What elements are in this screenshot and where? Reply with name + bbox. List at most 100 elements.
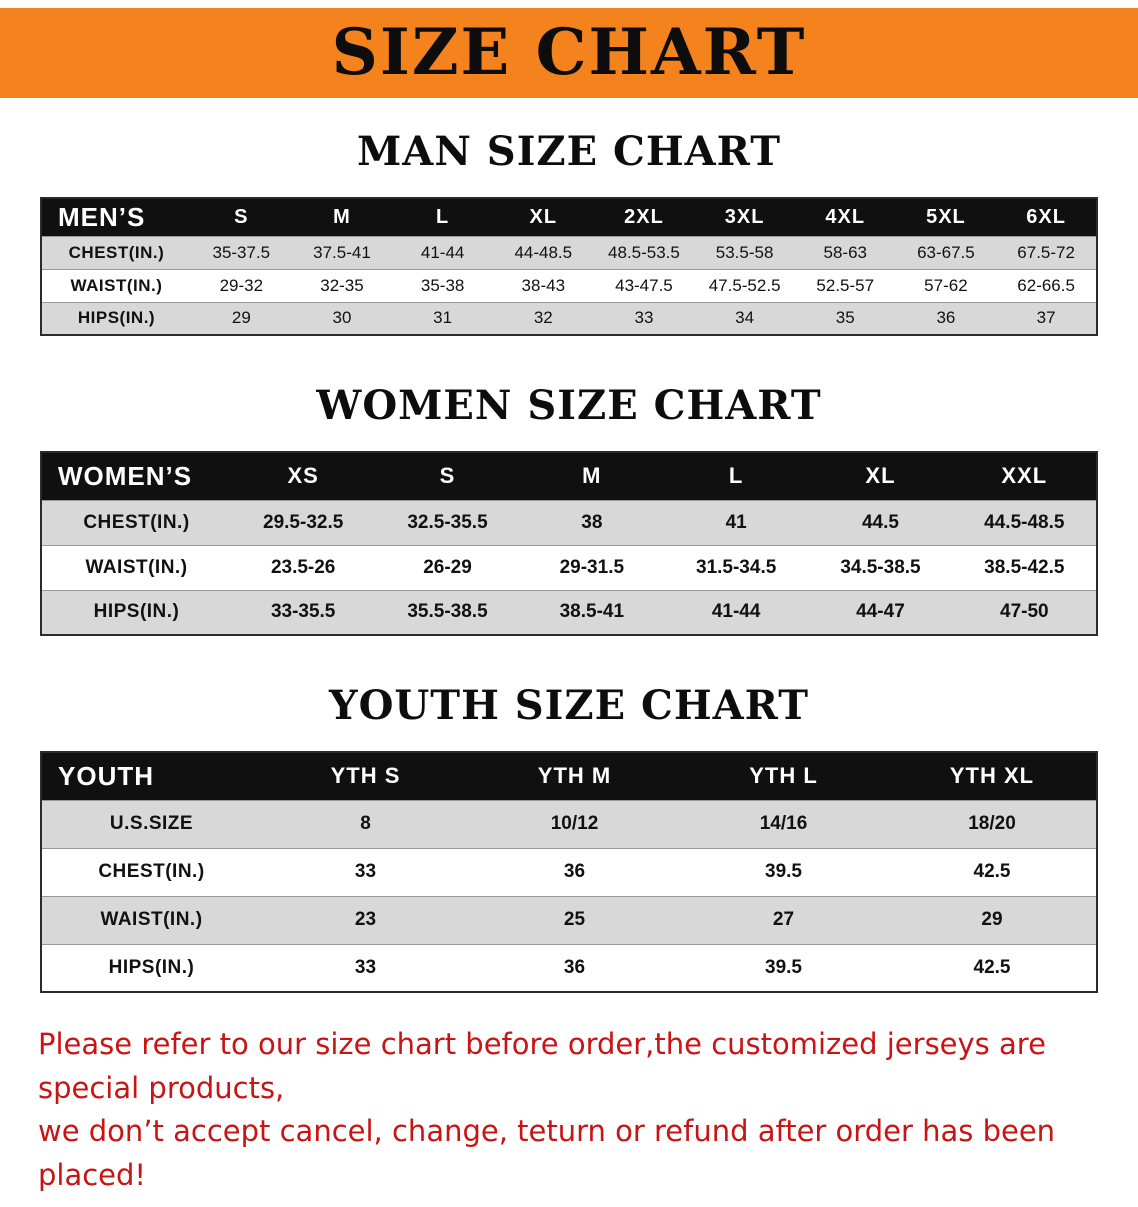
cell: 29-32 <box>191 268 292 302</box>
youth-column-header: YTH L <box>679 752 888 800</box>
men-section-heading: MAN SIZE CHART <box>357 128 781 175</box>
cell: 52.5-57 <box>794 268 896 302</box>
cell: 23 <box>261 895 470 944</box>
cell: 8 <box>261 799 470 848</box>
cell: 14/16 <box>679 799 888 848</box>
cell: 38.5-41 <box>519 589 664 635</box>
cell: 32-35 <box>291 268 393 302</box>
cell: 44.5-48.5 <box>952 499 1097 545</box>
cell: 67.5-72 <box>996 235 1097 269</box>
row-label: HIPS(IN.) <box>41 943 261 992</box>
cell: 35.5-38.5 <box>375 589 520 635</box>
women-column-header: XS <box>231 452 376 500</box>
men-column-header: 2XL <box>593 198 695 236</box>
cell: 53.5-58 <box>694 235 795 269</box>
cell: 23.5-26 <box>231 544 376 590</box>
cell: 34 <box>694 301 795 335</box>
cell: 27 <box>679 895 888 944</box>
youth-column-header: YTH XL <box>888 752 1097 800</box>
cell: 39.5 <box>679 847 888 896</box>
cell: 33 <box>261 943 470 992</box>
men-size-section: MAN SIZE CHART MEN’S S M L XL 2XL 3XL 4XL 5XL 6XL… <box>0 128 1138 336</box>
row-label: HIPS(IN.) <box>41 589 231 635</box>
women-table-row: HIPS(IN.) 33-35.5 35.5-38.5 38.5-41 41-44 44-… <box>41 589 1097 635</box>
cell: 47-50 <box>952 589 1097 635</box>
cell: 57-62 <box>895 268 997 302</box>
cell: 36 <box>895 301 997 335</box>
cell: 44.5 <box>808 499 953 545</box>
cell: 26-29 <box>375 544 520 590</box>
cell: 29-31.5 <box>519 544 664 590</box>
cell: 43-47.5 <box>593 268 695 302</box>
cell: 18/20 <box>888 799 1097 848</box>
youth-table-row: CHEST(IN.) 33 36 39.5 42.5 <box>41 847 1097 896</box>
men-column-header: 3XL <box>694 198 795 236</box>
women-column-header: S <box>375 452 520 500</box>
cell: 38 <box>519 499 664 545</box>
cell: 41-44 <box>663 589 809 635</box>
cell: 32 <box>492 301 594 335</box>
cell: 10/12 <box>470 799 679 848</box>
cell: 33 <box>593 301 695 335</box>
youth-group-label: YOUTH <box>41 752 261 800</box>
cell: 33-35.5 <box>231 589 376 635</box>
men-column-header: 5XL <box>895 198 997 236</box>
women-column-header: M <box>519 452 664 500</box>
cell: 35 <box>794 301 896 335</box>
women-header-row: WOMEN’S XS S M L XL XXL <box>41 452 1097 500</box>
women-column-header: XL <box>808 452 953 500</box>
cell: 36 <box>470 847 679 896</box>
cell: 44-47 <box>808 589 953 635</box>
cell: 29 <box>888 895 1097 944</box>
youth-size-section: YOUTH SIZE CHART YOUTH YTH S YTH M YTH L YTH… <box>0 682 1138 993</box>
row-label: U.S.SIZE <box>41 799 261 848</box>
cell: 41 <box>663 499 809 545</box>
cell: 32.5-35.5 <box>375 499 520 545</box>
men-table-row: CHEST(IN.) 35-37.5 37.5-41 41-44 44-48.5 48.5… <box>41 235 1097 269</box>
cell: 33 <box>261 847 470 896</box>
cell: 48.5-53.5 <box>593 235 695 269</box>
women-column-header: XXL <box>952 452 1097 500</box>
cell: 29.5-32.5 <box>231 499 376 545</box>
row-label: HIPS(IN.) <box>41 301 191 335</box>
cell: 30 <box>291 301 393 335</box>
youth-section-heading: YOUTH SIZE CHART <box>329 682 809 729</box>
men-table-row: WAIST(IN.) 29-32 32-35 35-38 38-43 43-47.5 47.… <box>41 268 1097 302</box>
men-column-header: S <box>191 198 292 236</box>
youth-size-table: YOUTH YTH S YTH M YTH L YTH XL U.S.SIZE 8 10/12… <box>40 751 1098 993</box>
disclaimer-line-2: we don’t accept cancel, change, teturn o… <box>38 1114 1056 1192</box>
cell: 35-38 <box>392 268 493 302</box>
row-label: CHEST(IN.) <box>41 499 231 545</box>
row-label: WAIST(IN.) <box>41 544 231 590</box>
youth-table-row: HIPS(IN.) 33 36 39.5 42.5 <box>41 943 1097 992</box>
cell: 38-43 <box>492 268 594 302</box>
women-section-heading: WOMEN SIZE CHART <box>316 382 822 429</box>
size-chart-page: SIZE CHART MAN SIZE CHART MEN’S S M L XL 2XL 3… <box>0 8 1138 1207</box>
cell: 36 <box>470 943 679 992</box>
youth-table-row: U.S.SIZE 8 10/12 14/16 18/20 <box>41 799 1097 848</box>
women-group-label: WOMEN’S <box>41 452 231 500</box>
women-table-row: WAIST(IN.) 23.5-26 26-29 29-31.5 31.5-34.5 34… <box>41 544 1097 590</box>
cell: 42.5 <box>888 847 1097 896</box>
banner: SIZE CHART <box>0 8 1138 98</box>
row-label: CHEST(IN.) <box>41 847 261 896</box>
row-label: WAIST(IN.) <box>41 268 191 302</box>
youth-header-row: YOUTH YTH S YTH M YTH L YTH XL <box>41 752 1097 800</box>
youth-column-header: YTH S <box>261 752 470 800</box>
cell: 47.5-52.5 <box>694 268 795 302</box>
women-table-row: CHEST(IN.) 29.5-32.5 32.5-35.5 38 41 44.5 44.5… <box>41 499 1097 545</box>
men-column-header: 6XL <box>996 198 1097 236</box>
youth-size-table-wrap: YOUTH YTH S YTH M YTH L YTH XL U.S.SIZE 8 10/12… <box>40 751 1098 993</box>
cell: 41-44 <box>392 235 493 269</box>
cell: 63-67.5 <box>895 235 997 269</box>
women-size-table-wrap: WOMEN’S XS S M L XL XXL CHEST(IN.) 29.5-32.5 32.5… <box>40 451 1098 636</box>
men-column-header: M <box>291 198 393 236</box>
cell: 44-48.5 <box>492 235 594 269</box>
cell: 38.5-42.5 <box>952 544 1097 590</box>
cell: 29 <box>191 301 292 335</box>
cell: 34.5-38.5 <box>808 544 953 590</box>
cell: 31.5-34.5 <box>663 544 809 590</box>
youth-table-row: WAIST(IN.) 23 25 27 29 <box>41 895 1097 944</box>
men-group-label: MEN’S <box>41 198 191 236</box>
cell: 62-66.5 <box>996 268 1097 302</box>
